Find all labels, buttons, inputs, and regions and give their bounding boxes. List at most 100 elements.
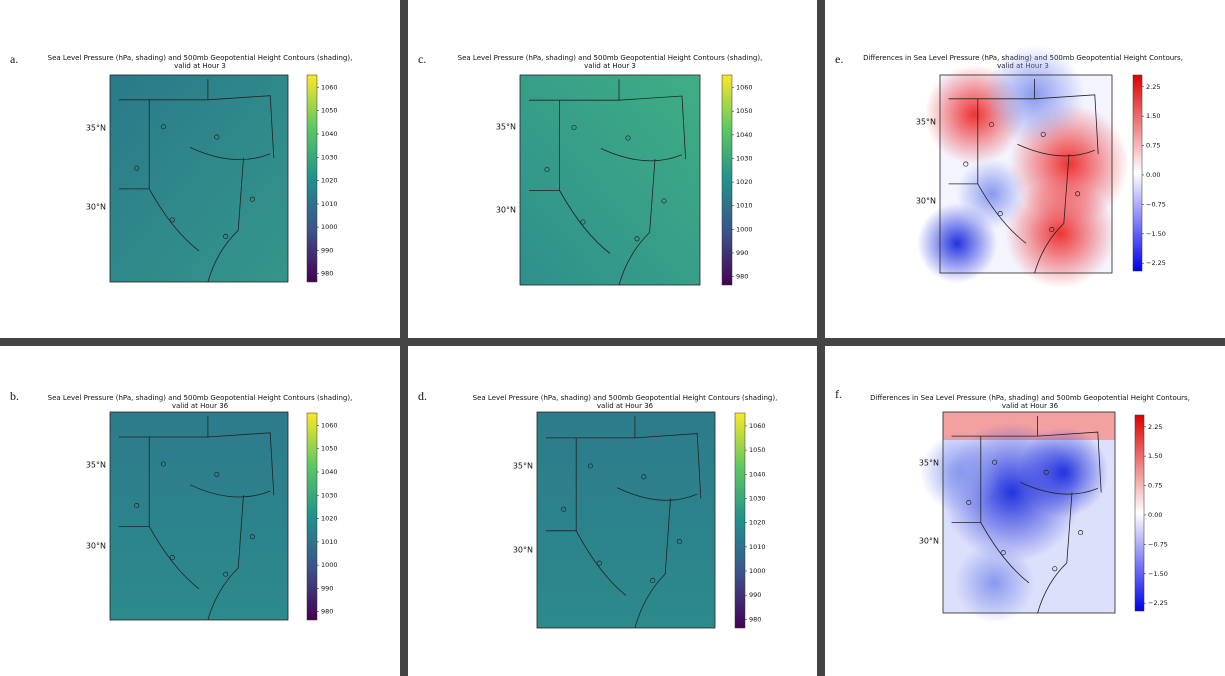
station-marker — [989, 121, 995, 128]
colorbar-tick-label: 1040 — [321, 468, 338, 476]
panel-label: c. — [418, 52, 426, 66]
panel-title: Sea Level Pressure (hPa, shading) and 50… — [458, 54, 763, 62]
station-marker — [134, 503, 140, 509]
station-marker — [1040, 131, 1046, 137]
station-marker — [676, 539, 682, 545]
colorbar-tick-label: −1.50 — [1146, 230, 1166, 238]
colorbar-tick-label: −2.25 — [1146, 259, 1166, 267]
panel-title: valid at Hour 3 — [174, 62, 226, 70]
station-marker — [134, 165, 140, 171]
colorbar-tick-label: 980 — [321, 608, 333, 616]
station-marker — [661, 198, 667, 204]
colorbar-tick-label: 1010 — [321, 538, 338, 546]
state-border — [951, 416, 1102, 614]
station-marker — [650, 577, 656, 584]
station-marker — [963, 161, 969, 167]
latitude-label: 30°N — [916, 197, 936, 206]
latitude-label: 30°N — [86, 203, 106, 212]
colorbar-tick-label: −0.75 — [1146, 200, 1166, 208]
colorbar-tick-label: 1.50 — [1146, 112, 1160, 120]
station-marker — [544, 166, 550, 173]
colorbar-tick-label: 1010 — [736, 202, 753, 210]
colorbar — [734, 412, 746, 629]
station-marker — [992, 459, 998, 465]
panel-title: Sea Level Pressure (hPa, shading) and 50… — [473, 394, 778, 402]
map-frame — [109, 411, 289, 621]
colorbar — [306, 412, 318, 621]
colorbar-tick-label: 1000 — [321, 223, 338, 231]
colorbar-tick-label: 0.75 — [1146, 142, 1160, 150]
separator — [0, 338, 1225, 346]
state-border — [529, 79, 686, 286]
colorbar-tick-label: 1040 — [749, 470, 766, 478]
station-marker — [571, 124, 577, 131]
station-marker — [160, 461, 166, 467]
latitude-label: 30°N — [496, 206, 516, 215]
colorbar — [721, 74, 733, 286]
panel-title: valid at Hour 36 — [1002, 402, 1059, 410]
colorbar-tick-label: 1000 — [321, 561, 338, 569]
map-shading — [1018, 427, 1109, 518]
colorbar-tick-label: 980 — [749, 615, 761, 623]
colorbar-tick-label: −1.50 — [1148, 570, 1168, 578]
station-marker — [561, 506, 567, 512]
colorbar-tick-label: 1050 — [736, 107, 753, 115]
station-marker — [249, 534, 255, 540]
panel-label: e. — [835, 52, 843, 66]
station-marker — [1052, 566, 1058, 572]
panel-title: valid at Hour 36 — [597, 402, 654, 410]
colorbar-tick-label: 990 — [749, 591, 761, 599]
map-shading — [110, 75, 288, 282]
map-frame — [519, 74, 701, 286]
colorbar-tick-label: 2.25 — [1146, 83, 1160, 91]
colorbar-tick-label: 1020 — [749, 519, 766, 527]
panel-title: Sea Level Pressure (hPa, shading) and 50… — [48, 394, 353, 402]
map-shading — [954, 542, 1035, 623]
station-marker — [249, 196, 255, 202]
station-marker — [1049, 226, 1055, 232]
station-marker — [1043, 469, 1049, 475]
colorbar-tick-label: 1010 — [321, 200, 338, 208]
panel-title: Sea Level Pressure (hPa, shading) and 50… — [48, 54, 353, 62]
colorbar-tick-label: 1040 — [321, 130, 338, 138]
station-marker — [634, 236, 640, 242]
colorbar-tick-label: 1050 — [321, 107, 338, 115]
map-shading — [520, 75, 700, 285]
station-marker — [1075, 191, 1081, 197]
map-frame — [536, 411, 716, 629]
state-border — [118, 416, 275, 621]
colorbar-tick-label: 1030 — [749, 494, 766, 502]
colorbar-tick-label: 0.00 — [1148, 511, 1162, 519]
colorbar-tick-label: 980 — [736, 273, 748, 281]
colorbar-tick-label: 1020 — [736, 178, 753, 186]
colorbar-tick-label: 1030 — [736, 154, 753, 162]
map-shading — [1005, 178, 1116, 289]
state-border — [948, 79, 1099, 274]
latitude-label: 35°N — [919, 459, 939, 468]
map-frame — [939, 74, 1113, 274]
panel-title: Differences in Sea Level Pressure (hPa, … — [870, 394, 1190, 402]
station-marker — [169, 555, 175, 561]
colorbar-tick-label: 0.75 — [1148, 482, 1162, 490]
colorbar-tick-label: 990 — [321, 584, 333, 592]
colorbar-tick-label: 1050 — [749, 446, 766, 454]
map-shading — [956, 158, 1027, 229]
map-shading — [110, 412, 288, 620]
map-frame — [109, 74, 289, 283]
colorbar — [306, 74, 318, 283]
station-marker — [580, 219, 586, 225]
colorbar-tick-label: 1000 — [736, 225, 753, 233]
colorbar-tick-label: 0.00 — [1146, 171, 1160, 179]
colorbar-tick-label: 1030 — [321, 491, 338, 499]
station-marker — [966, 499, 972, 506]
station-marker — [1000, 550, 1006, 556]
latitude-label: 30°N — [919, 537, 939, 546]
colorbar-tick-label: 1060 — [321, 421, 338, 429]
station-marker — [214, 134, 220, 140]
panel-title: valid at Hour 36 — [172, 402, 229, 410]
colorbar-tick-label: −2.25 — [1148, 599, 1168, 607]
map-shading — [920, 432, 1001, 513]
colorbar-tick-label: 1060 — [736, 84, 753, 92]
